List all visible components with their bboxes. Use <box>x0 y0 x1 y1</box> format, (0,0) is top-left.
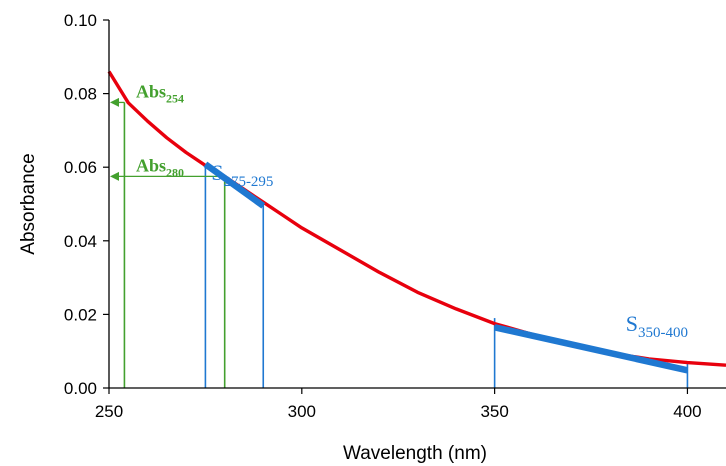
y-tick-label: 0.08 <box>64 85 97 104</box>
readout-arrowhead <box>110 171 119 181</box>
x-tick-label: 400 <box>673 402 701 421</box>
y-tick-label: 0.02 <box>64 305 97 324</box>
x-tick-label: 350 <box>480 402 508 421</box>
slope-fit-label: S275-295 <box>211 160 273 190</box>
y-tick-label: 0.10 <box>64 11 97 30</box>
x-tick-label: 300 <box>288 402 316 421</box>
slope-fit-segment <box>203 161 266 209</box>
absorbance-readout-label: Abs254 <box>136 81 184 105</box>
absorbance-readout-label: Abs280 <box>136 155 184 179</box>
y-tick-label: 0.04 <box>64 232 97 251</box>
y-tick-label: 0.00 <box>64 379 97 398</box>
y-tick-label: 0.06 <box>64 158 97 177</box>
readout-arrowhead <box>110 97 119 107</box>
x-tick-label: 250 <box>95 402 123 421</box>
slope-fit-label: S350-400 <box>626 311 688 341</box>
x-axis-title: Wavelength (nm) <box>343 443 487 464</box>
y-axis-title: Absorbance <box>18 153 39 254</box>
slope-fit-segment <box>493 324 689 374</box>
